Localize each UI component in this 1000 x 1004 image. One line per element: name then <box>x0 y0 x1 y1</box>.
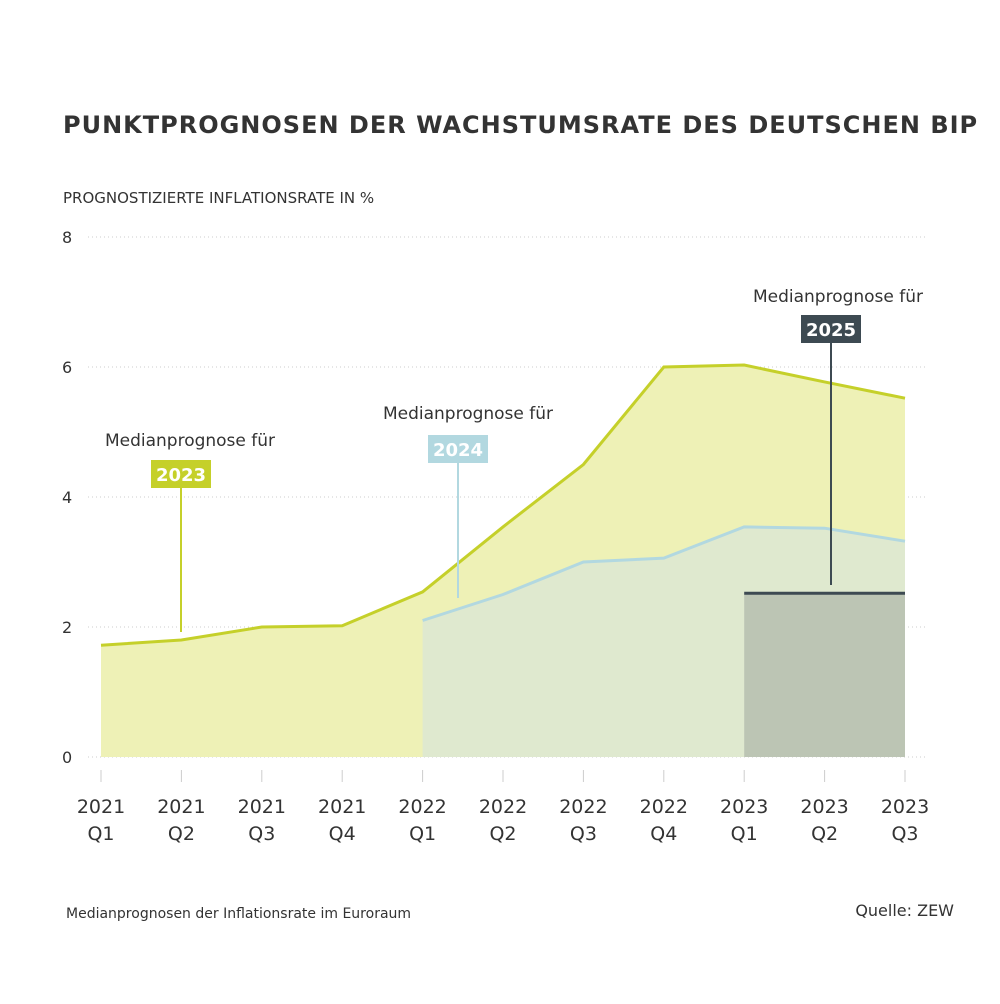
legend-badge <box>801 315 861 343</box>
legend-label: 2024 <box>433 440 483 461</box>
x-tick-label: Q2 <box>168 823 195 845</box>
y-tick-label: 8 <box>62 228 72 247</box>
x-tick-label: 2021 <box>318 796 366 818</box>
y-tick-label: 0 <box>62 748 72 767</box>
legend-label: 2023 <box>156 465 206 486</box>
x-tick-label: 2022 <box>479 796 527 818</box>
chart-title: PUNKTPROGNOSEN DER WACHSTUMSRATE DES DEU… <box>63 111 978 139</box>
x-tick-label: Q2 <box>489 823 516 845</box>
x-tick-label: 2023 <box>720 796 768 818</box>
x-tick-label: Q1 <box>409 823 436 845</box>
x-tick-label: 2021 <box>77 796 125 818</box>
x-tick-label: Q3 <box>891 823 918 845</box>
annotation-text: Medianprognose für <box>753 287 923 307</box>
x-tick-label: Q4 <box>650 823 677 845</box>
legend-badge <box>151 460 211 488</box>
annotation-text: Medianprognose für <box>383 404 553 424</box>
line <box>100 363 906 647</box>
annotation-text: Medianprognose für <box>105 431 275 451</box>
y-tick-label: 6 <box>62 358 72 377</box>
legend-label: 2025 <box>806 320 856 341</box>
line <box>422 525 906 622</box>
note: Medianprognosen der Inflationsrate im Eu… <box>66 906 411 922</box>
y-tick-label: 2 <box>62 618 72 637</box>
x-tick-label: 2021 <box>238 796 286 818</box>
x-tick-label: 2023 <box>800 796 848 818</box>
x-tick-label: Q1 <box>87 823 114 845</box>
x-tick-label: Q2 <box>811 823 838 845</box>
legend-badge <box>428 435 488 463</box>
y-axis-label: PROGNOSTIZIERTE INFLATIONSRATE IN % <box>63 189 374 207</box>
x-tick-label: Q4 <box>329 823 356 845</box>
x-tick-label: 2021 <box>157 796 205 818</box>
x-tick-label: Q3 <box>248 823 275 845</box>
x-tick-label: 2023 <box>881 796 929 818</box>
area <box>744 593 905 757</box>
x-tick-label: 2022 <box>398 796 446 818</box>
source: Quelle: ZEW <box>855 901 954 920</box>
x-tick-label: 2022 <box>559 796 607 818</box>
y-tick-label: 4 <box>62 488 72 507</box>
x-tick-label: Q1 <box>731 823 758 845</box>
x-tick-label: 2022 <box>640 796 688 818</box>
x-tick-label: Q3 <box>570 823 597 845</box>
